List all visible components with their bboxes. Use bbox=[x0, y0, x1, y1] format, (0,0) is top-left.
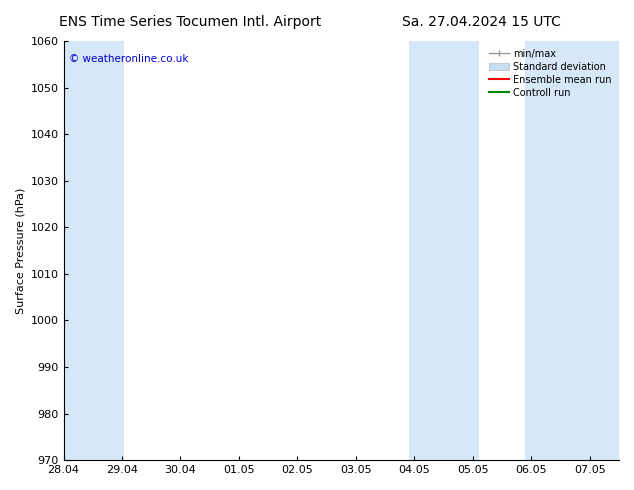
Bar bbox=[408, 41, 479, 460]
Bar bbox=[526, 41, 625, 460]
Bar bbox=[63, 41, 124, 460]
Y-axis label: Surface Pressure (hPa): Surface Pressure (hPa) bbox=[15, 187, 25, 314]
Legend: min/max, Standard deviation, Ensemble mean run, Controll run: min/max, Standard deviation, Ensemble me… bbox=[486, 46, 614, 100]
Text: ENS Time Series Tocumen Intl. Airport: ENS Time Series Tocumen Intl. Airport bbox=[59, 15, 321, 29]
Text: Sa. 27.04.2024 15 UTC: Sa. 27.04.2024 15 UTC bbox=[403, 15, 561, 29]
Text: © weatheronline.co.uk: © weatheronline.co.uk bbox=[69, 53, 188, 64]
